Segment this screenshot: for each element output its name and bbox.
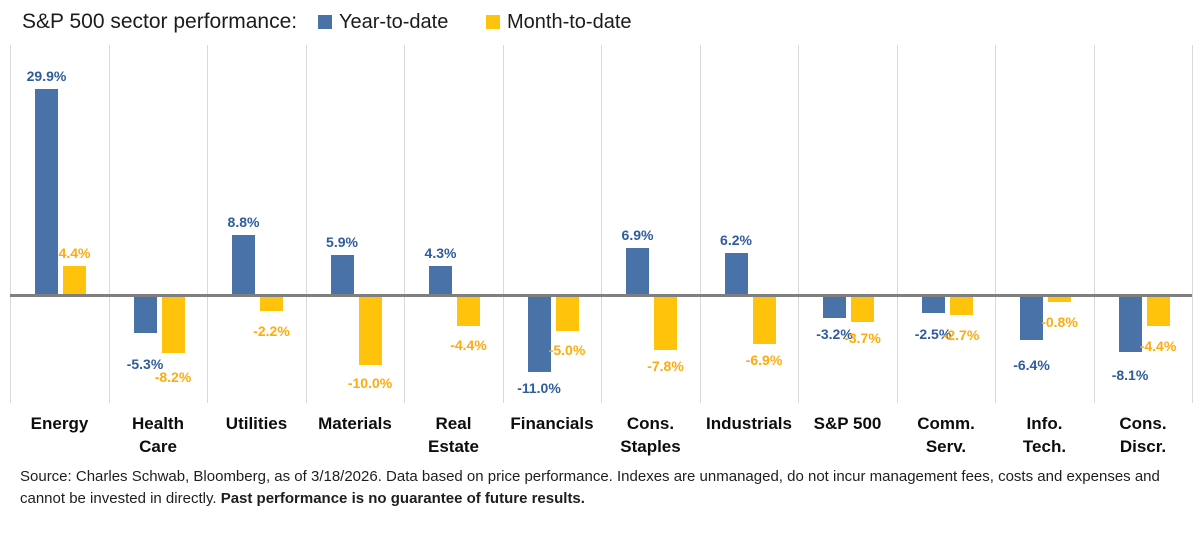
bar-ytd-10 <box>1020 296 1043 341</box>
category-gridline <box>404 45 405 403</box>
category-label-4: Real Estate <box>427 414 480 456</box>
bar-mtd-2 <box>260 296 283 312</box>
category-gridline <box>207 45 208 403</box>
source-footnote: Source: Charles Schwab, Bloomberg, as of… <box>20 466 1190 510</box>
value-label-mtd-1: -8.2% <box>154 368 192 385</box>
value-label-ytd-9: -2.5% <box>914 326 952 343</box>
value-label-ytd-8: -3.2% <box>816 326 853 343</box>
category-gridline <box>601 45 602 403</box>
category-gridline <box>108 45 110 403</box>
zero-axis-line <box>10 294 1192 297</box>
bar-mtd-0 <box>63 265 86 296</box>
value-label-ytd-3: 5.9% <box>326 234 358 251</box>
category-label-5: Financials <box>510 414 594 433</box>
value-label-mtd-6: -7.8% <box>647 357 684 374</box>
value-label-ytd-2: 8.8% <box>227 214 260 231</box>
category-gridline <box>305 45 307 403</box>
legend-label-ytd: Year-to-date <box>339 10 449 33</box>
bar-ytd-3 <box>330 255 354 296</box>
value-label-mtd-10: -0.8% <box>1041 313 1078 330</box>
ytd-legend-swatch-icon <box>318 15 332 29</box>
bar-mtd-8 <box>851 296 874 322</box>
value-label-ytd-5: -11.0% <box>517 380 561 397</box>
category-label-3: Materials <box>318 414 392 433</box>
value-label-mtd-5: -5.0% <box>548 341 586 358</box>
bar-ytd-7 <box>724 253 748 296</box>
chart-title: S&P 500 sector performance: <box>22 10 298 33</box>
value-label-mtd-3: -10.0% <box>347 375 393 392</box>
value-label-ytd-6: 6.9% <box>621 227 654 244</box>
category-gridline <box>1192 45 1193 403</box>
category-gridline <box>995 45 996 403</box>
category-gridline <box>896 45 898 403</box>
bar-mtd-3 <box>358 296 382 366</box>
value-label-ytd-11: -8.1% <box>1111 367 1149 384</box>
category-gridline <box>502 45 504 403</box>
category-label-6: Cons. Staples <box>620 414 681 456</box>
category-gridline <box>1093 45 1095 403</box>
category-gridline <box>699 45 701 403</box>
footnote-line2: cannot be invested in directly. <box>20 489 217 507</box>
bar-ytd-9 <box>921 296 945 314</box>
bar-mtd-1 <box>161 296 185 353</box>
legend-label-mtd: Month-to-date <box>507 10 632 33</box>
value-label-mtd-11: -4.4% <box>1139 338 1177 355</box>
value-label-ytd-0: 29.9% <box>26 68 67 85</box>
bar-ytd-8 <box>823 296 846 319</box>
bar-ytd-2 <box>232 235 255 296</box>
value-label-ytd-1: -5.3% <box>126 355 164 372</box>
category-label-7: Industrials <box>706 414 792 433</box>
value-label-mtd-7: -6.9% <box>745 351 783 368</box>
bar-ytd-6 <box>626 248 649 296</box>
mtd-legend-swatch-icon <box>486 15 500 29</box>
category-gridline <box>798 45 799 403</box>
bar-ytd-1 <box>133 296 157 333</box>
plot-area: 29.9% -5.3% 8.8% 5.9% 4.3% -11.0% 6.9% 6.2% -3.2… <box>0 45 1200 403</box>
bar-mtd-6 <box>654 296 677 350</box>
bar-ytd-0 <box>35 89 58 296</box>
footnote-disclaimer: Past performance is no guarantee of futu… <box>220 489 585 507</box>
value-label-mtd-4: -4.4% <box>450 337 487 354</box>
bar-mtd-4 <box>457 296 480 327</box>
category-label-11: Cons. Discr. <box>1119 414 1167 456</box>
value-label-mtd-0: 4.4% <box>58 244 91 261</box>
value-label-mtd-2: -2.2% <box>253 323 290 340</box>
value-label-mtd-9: -2.7% <box>942 326 980 343</box>
category-label-1: Health Care <box>132 414 184 456</box>
value-label-mtd-8: -3.7% <box>844 329 881 346</box>
category-label-8: S&P 500 <box>813 414 882 433</box>
bar-mtd-9 <box>949 296 973 315</box>
bar-mtd-7 <box>752 296 776 344</box>
category-label-10: Info. Tech. <box>1022 414 1067 456</box>
category-label-0: Energy <box>30 414 89 433</box>
value-label-ytd-10: -6.4% <box>1013 357 1050 374</box>
category-label-2: Utilities <box>225 414 288 433</box>
category-gridline <box>10 45 11 403</box>
bar-ytd-11 <box>1118 296 1142 353</box>
bar-mtd-5 <box>555 296 579 331</box>
value-label-ytd-7: 6.2% <box>720 232 752 249</box>
bar-mtd-11 <box>1146 296 1170 327</box>
legend-item-ytd: Year-to-date <box>318 8 448 36</box>
bar-ytd-4 <box>429 266 452 296</box>
bar-ytd-5 <box>527 296 551 373</box>
footnote-line1: Source: Charles Schwab, Bloomberg, as of… <box>20 468 1160 485</box>
value-label-ytd-4: 4.3% <box>424 245 457 262</box>
legend-item-mtd: Month-to-date <box>486 8 632 36</box>
category-label-9: Comm. Serv. <box>917 414 975 456</box>
bar-mtd-10 <box>1048 296 1071 302</box>
